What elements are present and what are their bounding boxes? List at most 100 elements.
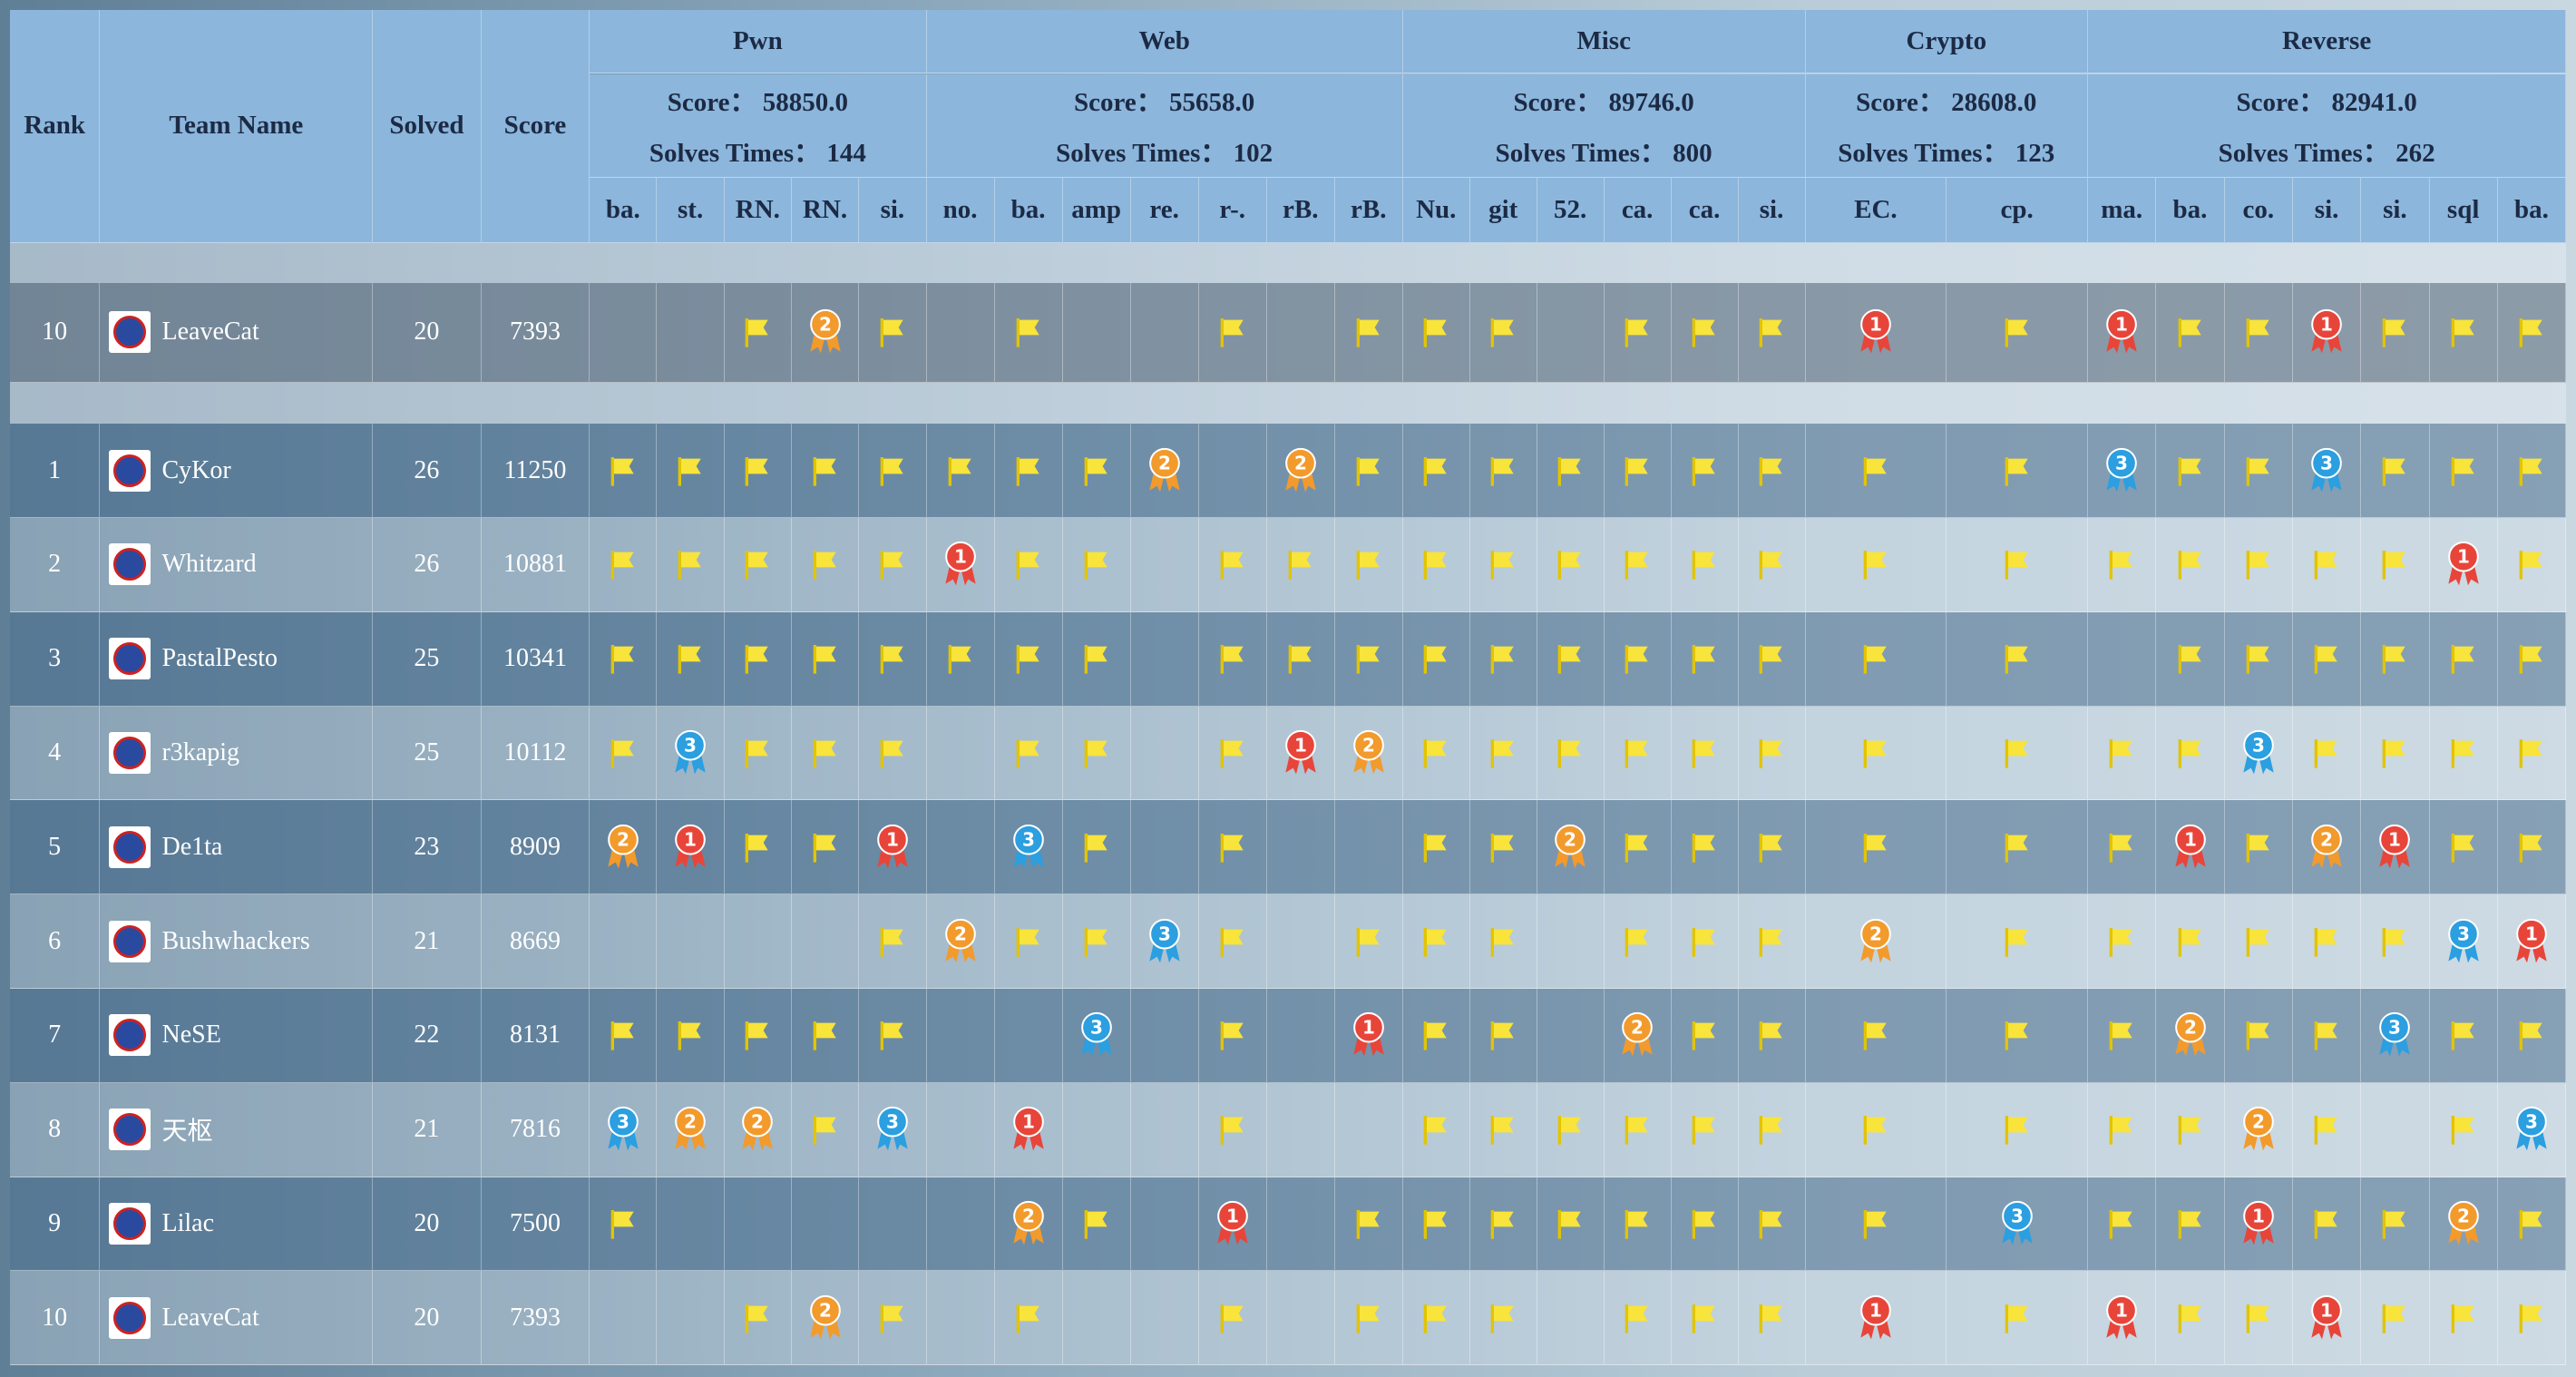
challenge-cell xyxy=(1671,1082,1739,1177)
challenge-cell xyxy=(590,706,658,801)
challenge-cell xyxy=(1671,1271,1739,1366)
solved-flag xyxy=(1423,1304,1447,1333)
challenge-cell xyxy=(1130,1177,1199,1272)
medal: 2 xyxy=(2242,1106,2274,1151)
challenge-cell xyxy=(1469,518,1537,612)
medal: 1 xyxy=(2311,309,2342,354)
challenge-cell: 2 xyxy=(590,800,658,895)
challenge-cell: 3 xyxy=(657,706,725,801)
solved-flag xyxy=(1557,551,1581,581)
solved-flag xyxy=(1557,1209,1581,1239)
solved-flag xyxy=(880,927,903,957)
challenge-cell xyxy=(1198,894,1267,989)
challenge-cell xyxy=(1947,1271,2089,1366)
medal-rank: 2 xyxy=(684,1110,697,1132)
challenge-cell xyxy=(1130,1082,1199,1177)
challenge-cell xyxy=(926,706,995,801)
category-score: Score： 82941.0 xyxy=(2236,88,2417,118)
solved-flag xyxy=(1356,318,1380,347)
solved-flag xyxy=(1220,551,1244,581)
challenge-cell xyxy=(2088,706,2157,801)
solved-flag xyxy=(2451,645,2474,674)
challenge-cell xyxy=(1198,1082,1267,1177)
challenge-cell xyxy=(1805,424,1947,519)
challenge-cell xyxy=(1402,894,1470,989)
solved-flag xyxy=(2005,1304,2028,1333)
challenge-cell xyxy=(657,424,725,519)
challenge-cell xyxy=(1604,1177,1672,1272)
challenge-cell xyxy=(1537,282,1605,383)
category-score: Score： 58850.0 xyxy=(667,88,848,118)
challenge-cell xyxy=(2088,1177,2157,1272)
medal: 3 xyxy=(2001,1200,2033,1245)
solved-flag xyxy=(1863,1021,1887,1051)
challenge-cell xyxy=(859,611,927,707)
medal: 3 xyxy=(2311,447,2342,493)
solved-flag xyxy=(1220,645,1244,674)
solved-flag xyxy=(2005,551,2028,581)
score: 10341 xyxy=(481,611,590,707)
medal-rank: 1 xyxy=(1362,1017,1375,1039)
solved-flag xyxy=(2314,645,2337,674)
solved-flag xyxy=(1625,456,1648,486)
challenge-cell xyxy=(1402,518,1470,612)
challenge-cell xyxy=(1537,1271,1605,1366)
challenge-cell xyxy=(792,800,860,895)
medal: 2 xyxy=(809,1294,841,1340)
medal: 3 xyxy=(675,729,706,775)
solved-flag xyxy=(2246,833,2269,863)
medal: 2 xyxy=(1555,824,1586,869)
solved-flag xyxy=(1220,1021,1244,1051)
challenge-cell: 2 xyxy=(792,282,860,383)
medal: 3 xyxy=(2106,447,2138,493)
solved-flag xyxy=(1863,1116,1887,1145)
medal: 3 xyxy=(2516,1106,2547,1151)
challenge-cell: 1 xyxy=(2224,1177,2293,1272)
category-solves: Solves Times： 800 xyxy=(1495,139,1712,169)
solved-flag xyxy=(1220,318,1244,347)
challenge-cell xyxy=(1537,611,1605,707)
team-name: Bushwhackers xyxy=(161,926,310,955)
challenge-cell xyxy=(2361,282,2430,383)
team-row xyxy=(9,800,2567,895)
solved-flag xyxy=(1625,833,1648,863)
solved: 22 xyxy=(373,988,482,1083)
challenge-cell xyxy=(2088,894,2157,989)
solved-flag xyxy=(2178,456,2201,486)
medal: 2 xyxy=(608,824,639,869)
challenge-cell xyxy=(1469,1082,1537,1177)
solved-flag xyxy=(2109,551,2132,581)
challenge-cell xyxy=(1402,282,1470,383)
solved-flag xyxy=(1490,739,1514,768)
challenge-cell xyxy=(926,1177,995,1272)
challenge-header: rB. xyxy=(1266,177,1335,244)
solved-flag xyxy=(1084,456,1107,486)
challenge-cell xyxy=(926,1271,995,1366)
medal-rank: 3 xyxy=(1090,1017,1103,1039)
solved-flag xyxy=(1084,739,1107,768)
solved-flag xyxy=(2383,1304,2406,1333)
challenge-header: amp xyxy=(1062,177,1131,244)
solved-flag xyxy=(610,739,634,768)
solved-flag xyxy=(880,551,903,581)
solved-flag xyxy=(1625,318,1648,347)
challenge-cell xyxy=(2088,518,2157,612)
challenge-cell xyxy=(2292,988,2362,1083)
medal: 2 xyxy=(1148,447,1180,493)
challenge-cell xyxy=(2292,706,2362,801)
medal-rank: 2 xyxy=(2252,1110,2265,1132)
team: NeSE xyxy=(100,988,374,1083)
challenge-cell xyxy=(2156,518,2225,612)
challenge-cell xyxy=(1947,424,2089,519)
challenge-cell xyxy=(1469,988,1537,1083)
medal-rank: 1 xyxy=(886,828,899,850)
challenge-cell xyxy=(2156,1271,2225,1366)
solved-flag xyxy=(746,551,769,581)
challenge-cell xyxy=(792,518,860,612)
category-score: Score： 55658.0 xyxy=(1074,88,1255,118)
challenge-cell xyxy=(792,424,860,519)
challenge-cell xyxy=(1604,800,1672,895)
challenge-cell xyxy=(590,282,658,383)
solved: 23 xyxy=(373,800,482,895)
solved-flag xyxy=(880,456,903,486)
